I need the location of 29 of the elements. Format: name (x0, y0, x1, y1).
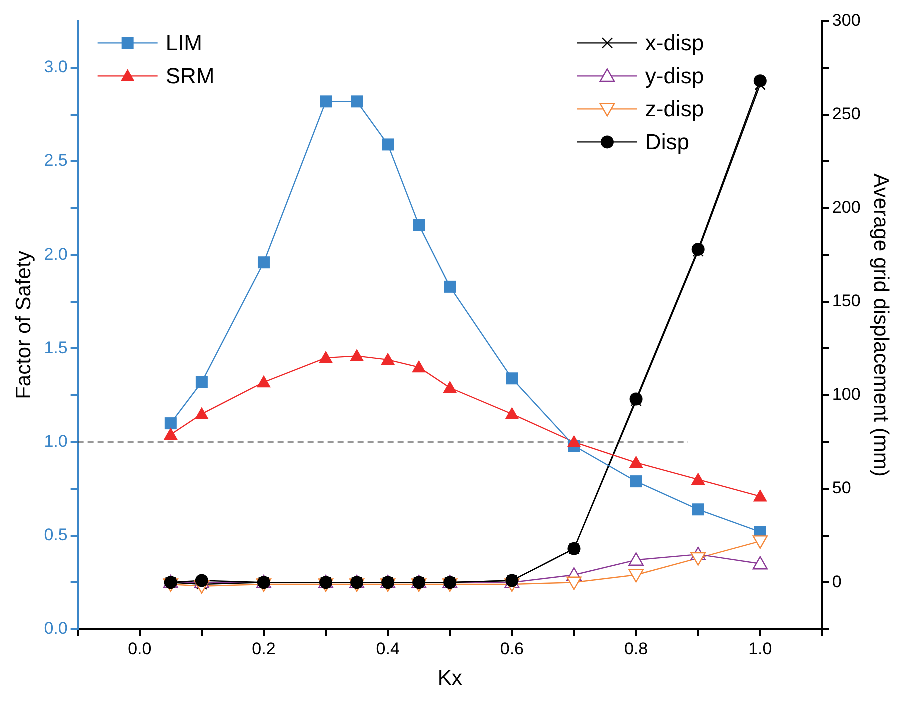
legend-label: LIM (166, 30, 203, 56)
y-tick-label: 2.0 (44, 244, 68, 264)
y2-tick-label: 0 (832, 572, 842, 592)
y-tick-label: 0.0 (44, 619, 68, 638)
y-tick-label: 3.0 (44, 58, 68, 77)
y2-tick-label: 150 (832, 292, 861, 311)
y-tick-label: 1.0 (44, 432, 68, 451)
x-tick-label: 1.0 (748, 639, 772, 658)
x-tick-label: 0.8 (624, 639, 648, 658)
y2-tick-label: 100 (832, 385, 861, 404)
legend-label: y-disp (645, 63, 704, 88)
y2-tick-label: 200 (832, 198, 861, 218)
legend-label: SRM (166, 63, 215, 88)
y-tick-label: 2.5 (44, 151, 68, 170)
x-axis-title: Kx (438, 667, 463, 690)
x-tick-label: 0.0 (128, 639, 152, 658)
y-tick-label: 0.5 (44, 526, 68, 545)
y2-tick-label: 250 (832, 104, 861, 124)
legend-label: z-disp (645, 96, 704, 122)
y2-axis-title: Average grid displacement (mm) (870, 174, 893, 477)
x-tick-label: 0.6 (500, 639, 524, 658)
y-axis-title: Factor of Safety (12, 250, 36, 400)
x-tick-label: 0.2 (252, 639, 276, 658)
y2-tick-label: 50 (832, 478, 852, 498)
legend-label: x-disp (645, 30, 704, 56)
x-tick-label: 0.4 (376, 639, 400, 658)
y2-tick-label: 300 (832, 10, 861, 30)
legend-label: Disp (645, 129, 690, 154)
y-tick-label: 1.5 (44, 338, 68, 358)
